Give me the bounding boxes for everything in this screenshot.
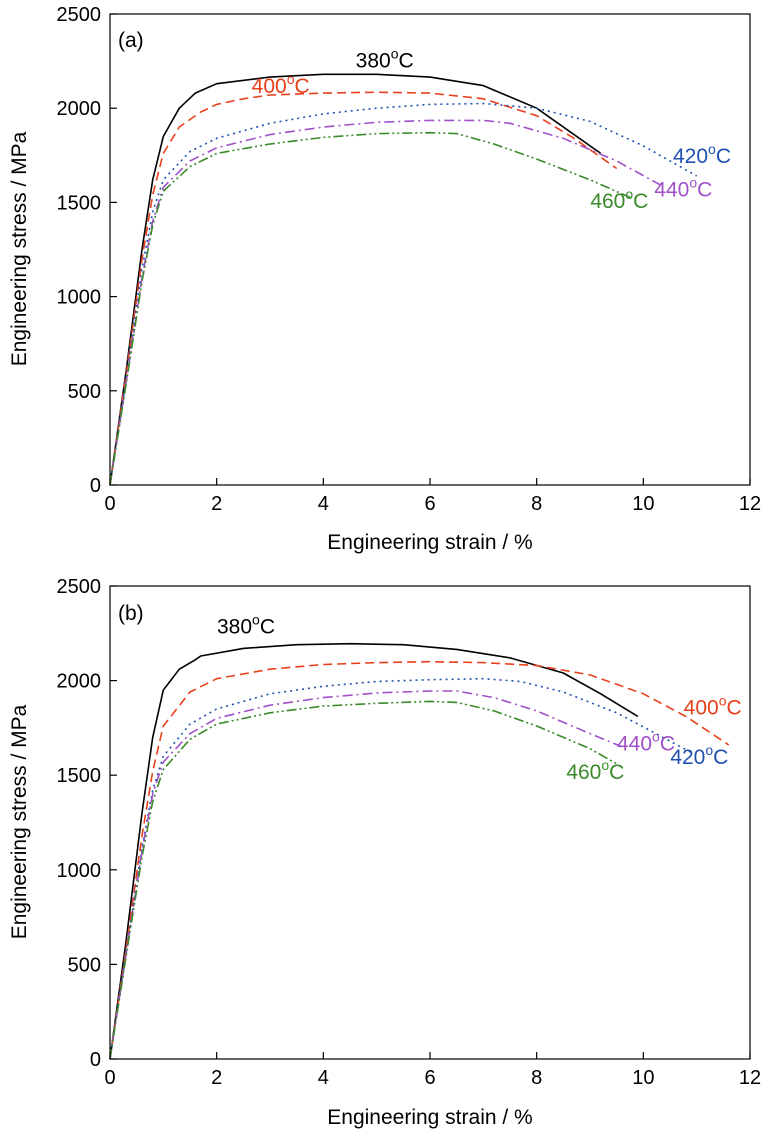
y-tick-label: 1500 [57, 192, 102, 214]
unit-symbol: C [716, 145, 731, 168]
x-tick-label: 2 [211, 1067, 222, 1089]
series-label-value: 420 [670, 746, 705, 769]
unit-symbol: C [295, 75, 310, 98]
degree-symbol: o [708, 141, 716, 157]
y-axis-title: Engineering stress / MPa [8, 131, 31, 366]
series-label-value: 420 [673, 145, 708, 168]
series-line-380 [109, 642, 639, 1060]
y-tick-label: 500 [68, 381, 101, 403]
series-label-440: 440oC [654, 175, 712, 202]
degree-symbol: o [391, 46, 399, 62]
panel-label: (a) [118, 29, 144, 52]
axes-layer: 0 2 4 6 8 10 12 0 500 1000 1500 2000 2500 [57, 4, 762, 515]
series-line-440 [109, 690, 623, 1060]
series-label-440: 440oC [617, 729, 675, 756]
y-tick-label: 2500 [57, 576, 102, 598]
unit-symbol: C [727, 697, 742, 720]
x-tick-label: 10 [632, 493, 654, 515]
series-label-420: 420oC [673, 141, 731, 168]
series-label-380: 380oC [356, 46, 414, 73]
y-tick-label: 500 [68, 954, 101, 976]
x-axis-title: Engineering strain / % [327, 531, 532, 554]
x-tick-label: 12 [739, 1067, 761, 1089]
y-tick-label: 1500 [57, 765, 102, 787]
series-line-460 [109, 131, 634, 486]
unit-symbol: C [399, 50, 414, 73]
y-axis-title: Engineering stress / MPa [8, 704, 31, 939]
unit-symbol: C [660, 733, 675, 756]
series-label-value: 460 [590, 190, 625, 213]
series-label-value: 400 [252, 75, 287, 98]
unit-symbol: C [609, 761, 624, 784]
y-tick-label: 0 [90, 1049, 101, 1071]
degree-symbol: o [287, 71, 295, 87]
degree-symbol: o [719, 693, 727, 709]
series-label-value: 400 [684, 697, 719, 720]
series-label-value: 380 [356, 50, 391, 73]
degree-symbol: o [652, 729, 660, 745]
y-tick-label: 2500 [57, 4, 102, 26]
series-label-460: 460oC [566, 757, 624, 784]
x-tick-label: 10 [632, 1067, 654, 1089]
x-tick-label: 6 [424, 1067, 435, 1089]
x-axis-title: Engineering strain / % [327, 1106, 532, 1129]
series-label-420: 420oC [670, 742, 728, 769]
x-tick-label: 8 [531, 493, 542, 515]
series-label-value: 380 [217, 615, 252, 638]
series-line-460 [109, 700, 618, 1060]
x-tick-label: 6 [424, 493, 435, 515]
x-tick-label: 12 [739, 493, 761, 515]
panel-label: (b) [118, 602, 144, 625]
series-label-460: 460oC [590, 186, 648, 213]
series-label-400: 400oC [252, 71, 310, 98]
y-tick-label: 2000 [57, 98, 102, 120]
series-label-value: 440 [654, 179, 689, 202]
x-tick-label: 4 [318, 493, 329, 515]
unit-symbol: C [260, 615, 275, 638]
series-line-400 [109, 660, 730, 1060]
series-line-420 [109, 102, 698, 486]
series-line-400 [109, 91, 618, 486]
y-tick-label: 2000 [57, 671, 102, 693]
unit-symbol: C [633, 190, 648, 213]
series-label-value: 440 [617, 733, 652, 756]
unit-symbol: C [697, 179, 712, 202]
degree-symbol: o [252, 611, 260, 627]
y-tick-label: 1000 [57, 860, 102, 882]
x-tick-label: 0 [104, 493, 115, 515]
series-line-420 [109, 677, 692, 1060]
x-tick-label: 4 [318, 1067, 329, 1089]
degree-symbol: o [689, 175, 697, 191]
series-label-400: 400oC [684, 693, 742, 720]
y-tick-label: 0 [90, 475, 101, 497]
unit-symbol: C [713, 746, 728, 769]
x-tick-label: 8 [531, 1067, 542, 1089]
axes-layer: 0 2 4 6 8 10 12 0 500 1000 1500 2000 2500 [57, 576, 762, 1089]
degree-symbol: o [625, 186, 633, 202]
degree-symbol: o [705, 742, 713, 758]
series-label-value: 460 [566, 761, 601, 784]
series-label-380: 380oC [217, 611, 275, 638]
series-line-380 [109, 73, 602, 486]
y-tick-label: 1000 [57, 287, 102, 309]
x-tick-label: 0 [104, 1067, 115, 1089]
degree-symbol: o [601, 757, 609, 773]
x-tick-label: 2 [211, 493, 222, 515]
